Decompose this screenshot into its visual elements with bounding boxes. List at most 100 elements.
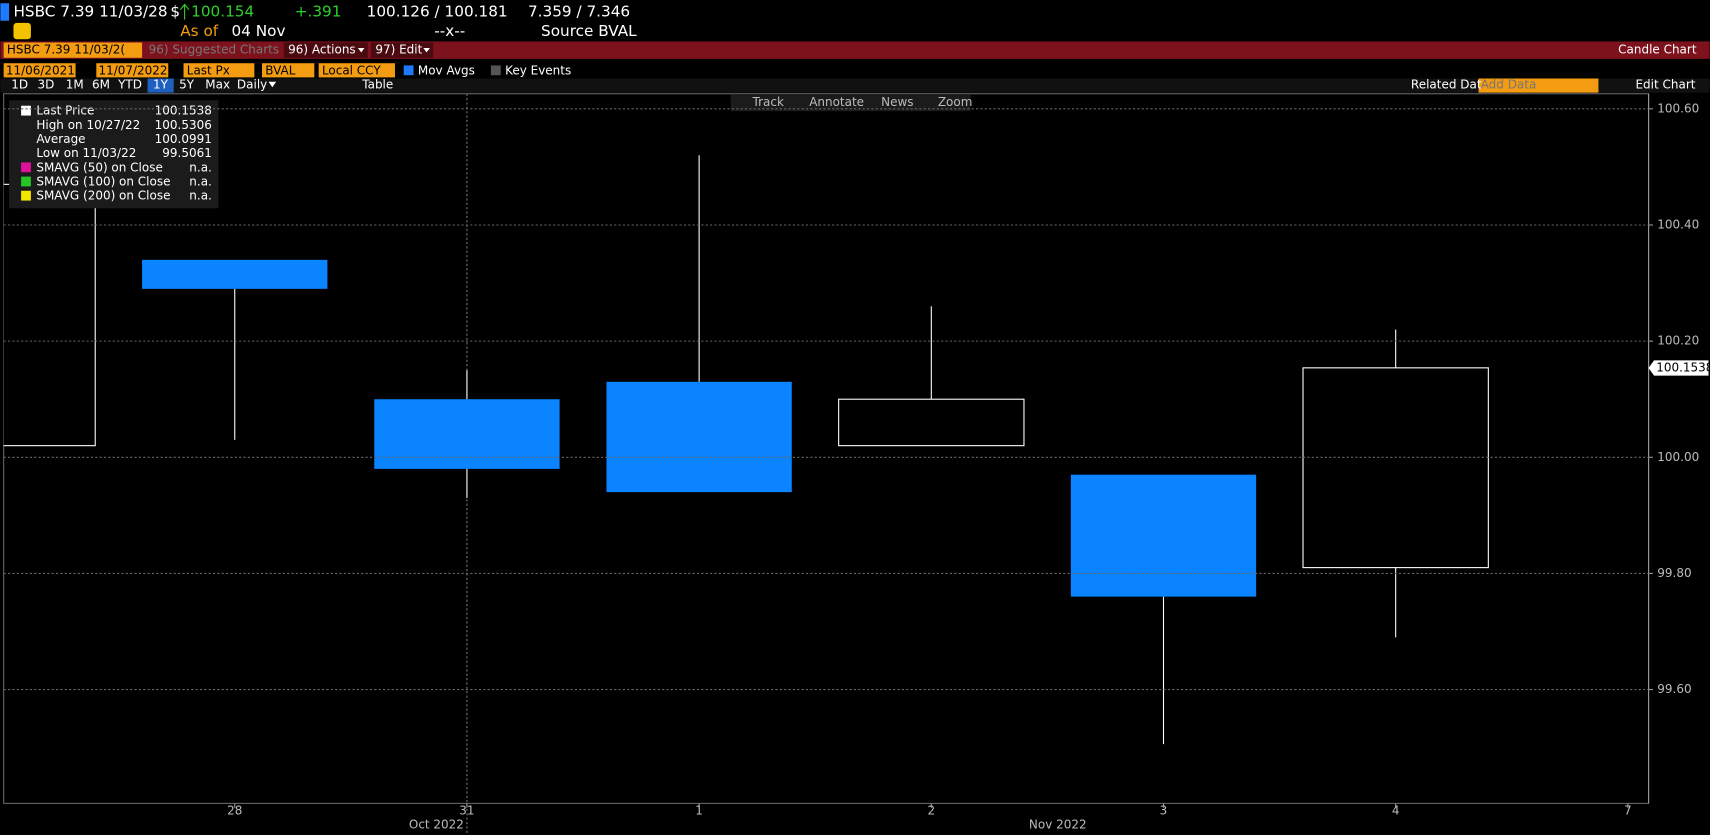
chart-tool[interactable]: Annotate <box>809 95 864 109</box>
x-tick-label: 31 <box>459 804 474 818</box>
period-button[interactable]: YTD <box>117 78 142 92</box>
x-tick-label: 2 <box>927 804 935 818</box>
candle-body <box>142 259 328 289</box>
y-tick-label: 100.20 <box>1657 334 1699 348</box>
suggested-charts[interactable]: 96) Suggested Charts <box>149 43 279 57</box>
source: Source BVAL <box>541 22 637 40</box>
period-button[interactable]: Max <box>205 78 230 92</box>
edit-button[interactable] <box>371 42 434 58</box>
related-data[interactable]: Related Dat <box>1411 78 1482 92</box>
dropdown-arrow <box>423 47 430 53</box>
y-tick-label: 100.40 <box>1657 217 1699 231</box>
checkbox[interactable] <box>403 65 414 76</box>
legend-label: Average <box>36 132 85 146</box>
chart-tool[interactable]: Zoom <box>938 95 973 109</box>
legend-value: 99.5061 <box>162 146 212 160</box>
start-date-box[interactable] <box>3 63 76 78</box>
x-tick-label: 1 <box>695 804 703 818</box>
dropdown-arrow <box>357 47 365 53</box>
candles <box>3 155 1489 745</box>
x-tick-label: 28 <box>227 804 242 818</box>
legend-value: 100.5306 <box>155 118 212 132</box>
chart-tool[interactable]: Track <box>752 95 784 109</box>
legend-swatch <box>21 176 31 187</box>
field[interactable]: Last Px <box>187 63 230 77</box>
separator: --x-- <box>434 22 465 40</box>
field-box[interactable] <box>183 63 255 78</box>
actions[interactable]: 96) Actions <box>288 43 356 57</box>
legend-label: SMAVG (50) on Close <box>36 160 162 174</box>
bid-ask: 100.126 / 100.181 <box>367 2 508 20</box>
up-arrow <box>179 3 190 20</box>
period-button[interactable]: 1Y <box>153 78 169 92</box>
period-button[interactable]: 5Y <box>179 78 195 92</box>
period-highlight <box>147 78 174 93</box>
y-tick-label: 99.80 <box>1657 566 1691 580</box>
ticker: HSBC 7.39 11/03/28 <box>13 2 167 20</box>
legend-value: n.a. <box>189 189 212 203</box>
end-date-box[interactable] <box>96 63 169 78</box>
dropdown-arrow <box>268 81 277 88</box>
y-tick-label: 100.60 <box>1657 101 1699 115</box>
legend-label: SMAVG (100) on Close <box>36 175 170 189</box>
table-button[interactable]: Table <box>361 78 393 92</box>
last-price-tag <box>1648 360 1709 376</box>
as-of-label: As of <box>180 22 219 40</box>
key-events[interactable]: Key Events <box>505 63 571 77</box>
source-box[interactable] <box>261 63 315 78</box>
change: +.391 <box>295 2 342 20</box>
legend-value: 100.1538 <box>155 104 212 118</box>
chart-toolbar <box>730 94 971 112</box>
price: 100.154 <box>191 2 254 20</box>
period-button[interactable]: 1D <box>11 78 28 92</box>
candle-body <box>1070 474 1257 597</box>
edit-chart[interactable]: Edit Chart <box>1635 78 1695 92</box>
mov-avgs[interactable]: Mov Avgs <box>418 63 475 77</box>
chart-type: Candle Chart <box>1618 43 1697 57</box>
icon[interactable] <box>13 22 31 40</box>
legend-label: Low on 11/03/22 <box>36 146 136 160</box>
y-tick-label: 99.60 <box>1657 682 1691 696</box>
actions-button[interactable] <box>283 42 368 58</box>
currency-field[interactable]: Local CCY <box>322 63 381 77</box>
legend-label: Last Price <box>36 104 94 118</box>
security[interactable]: HSBC 7.39 11/03/2( <box>7 43 125 57</box>
candle-body <box>606 381 792 493</box>
period-button[interactable]: 6M <box>92 78 110 92</box>
end-date[interactable]: 11/07/2022 <box>98 63 167 77</box>
legend-value: 100.0991 <box>155 132 212 146</box>
x-tick-label: 4 <box>1392 804 1400 818</box>
month-label: Oct 2022 <box>409 818 464 832</box>
currency-box[interactable] <box>318 63 395 78</box>
x-tick-label: 7 <box>1624 804 1632 818</box>
legend-swatch <box>21 162 31 173</box>
legend-value: n.a. <box>189 175 212 189</box>
period-button[interactable]: 1M <box>66 78 84 92</box>
last-price-label: 100.1538 <box>1656 360 1710 374</box>
legend-label: SMAVG (200) on Close <box>36 189 170 203</box>
candle-body <box>3 183 96 447</box>
marker <box>0 3 10 21</box>
edit[interactable]: 97) Edit <box>375 43 422 57</box>
add-data[interactable]: Add Data <box>1481 78 1537 92</box>
security-box[interactable] <box>3 42 143 58</box>
period-bar <box>0 78 1710 93</box>
legend-box <box>9 100 219 209</box>
x-tick-label: 3 <box>1160 804 1168 818</box>
candle-body <box>1302 367 1489 569</box>
candle-body <box>374 399 560 469</box>
period-button[interactable]: 3D <box>37 78 54 92</box>
legend-value: n.a. <box>189 160 212 174</box>
add-data-box[interactable] <box>1478 78 1599 93</box>
checkbox[interactable] <box>490 65 501 76</box>
frequency[interactable]: Daily <box>237 78 267 92</box>
source-field[interactable]: BVAL <box>265 63 295 77</box>
chart-tool[interactable]: News <box>881 95 913 109</box>
yield-bid-ask: 7.359 / 7.346 <box>528 2 630 20</box>
y-tick-label: 100.00 <box>1657 450 1699 464</box>
start-date[interactable]: 11/06/2021 <box>6 63 75 77</box>
month-label: Nov 2022 <box>1029 818 1087 832</box>
legend-swatch <box>21 105 31 116</box>
legend-swatch <box>21 190 31 201</box>
